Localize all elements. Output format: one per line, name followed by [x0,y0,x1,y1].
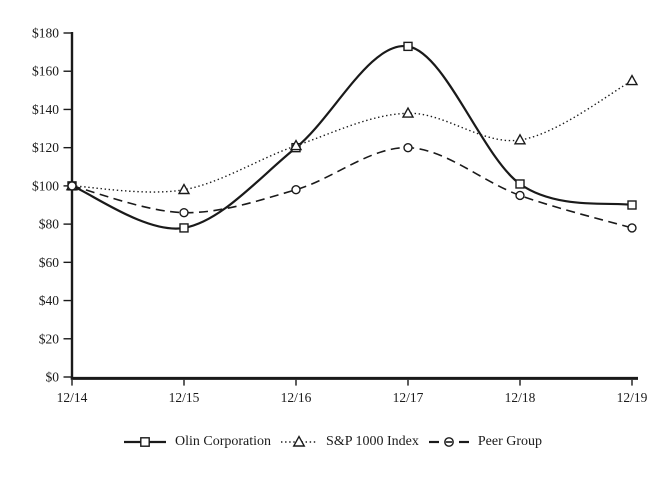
svg-text:$140: $140 [32,102,59,117]
legend-item-olin-corporation: Olin Corporation [123,434,272,450]
series-s-p-1000-index [65,74,639,195]
svg-text:$120: $120 [32,140,59,155]
legend-item-peer-group: Peer Group [428,434,543,450]
svg-text:$180: $180 [32,26,59,41]
svg-text:$60: $60 [39,255,60,270]
y-axis: $0 $20 $40 $60 $80 $100 $120 $140 $160 $180 [32,26,74,385]
solid-line-square-marker-icon [123,437,166,447]
dotted-line-triangle-marker-icon [281,435,318,447]
svg-text:12/19: 12/19 [617,390,648,405]
svg-text:12/16: 12/16 [281,390,312,405]
dashed-line-circle-marker-icon [428,437,469,447]
svg-text:$100: $100 [32,178,59,193]
x-axis: 12/14 12/15 12/16 12/17 12/18 12/19 [57,376,648,405]
legend-item-sp-1000-index: S&P 1000 Index [281,434,419,450]
legend-label-olin-corporation: Olin Corporation [174,434,272,449]
svg-text:$20: $20 [39,331,60,346]
series-olin-corporation [67,41,637,233]
svg-text:$40: $40 [39,293,60,308]
svg-text:$0: $0 [46,370,60,385]
svg-text:12/15: 12/15 [169,390,200,405]
svg-text:12/17: 12/17 [393,390,424,405]
svg-text:$80: $80 [39,217,60,232]
svg-text:12/18: 12/18 [505,390,536,405]
legend-label-sp-1000-index: S&P 1000 Index [326,434,419,449]
series-peer-group [67,142,637,233]
legend-label-peer-group: Peer Group [477,434,543,449]
svg-text:12/14: 12/14 [57,390,88,405]
legend: Olin Corporation S&P 1000 Index Peer Gro… [0,434,666,450]
svg-text:$160: $160 [32,64,59,79]
